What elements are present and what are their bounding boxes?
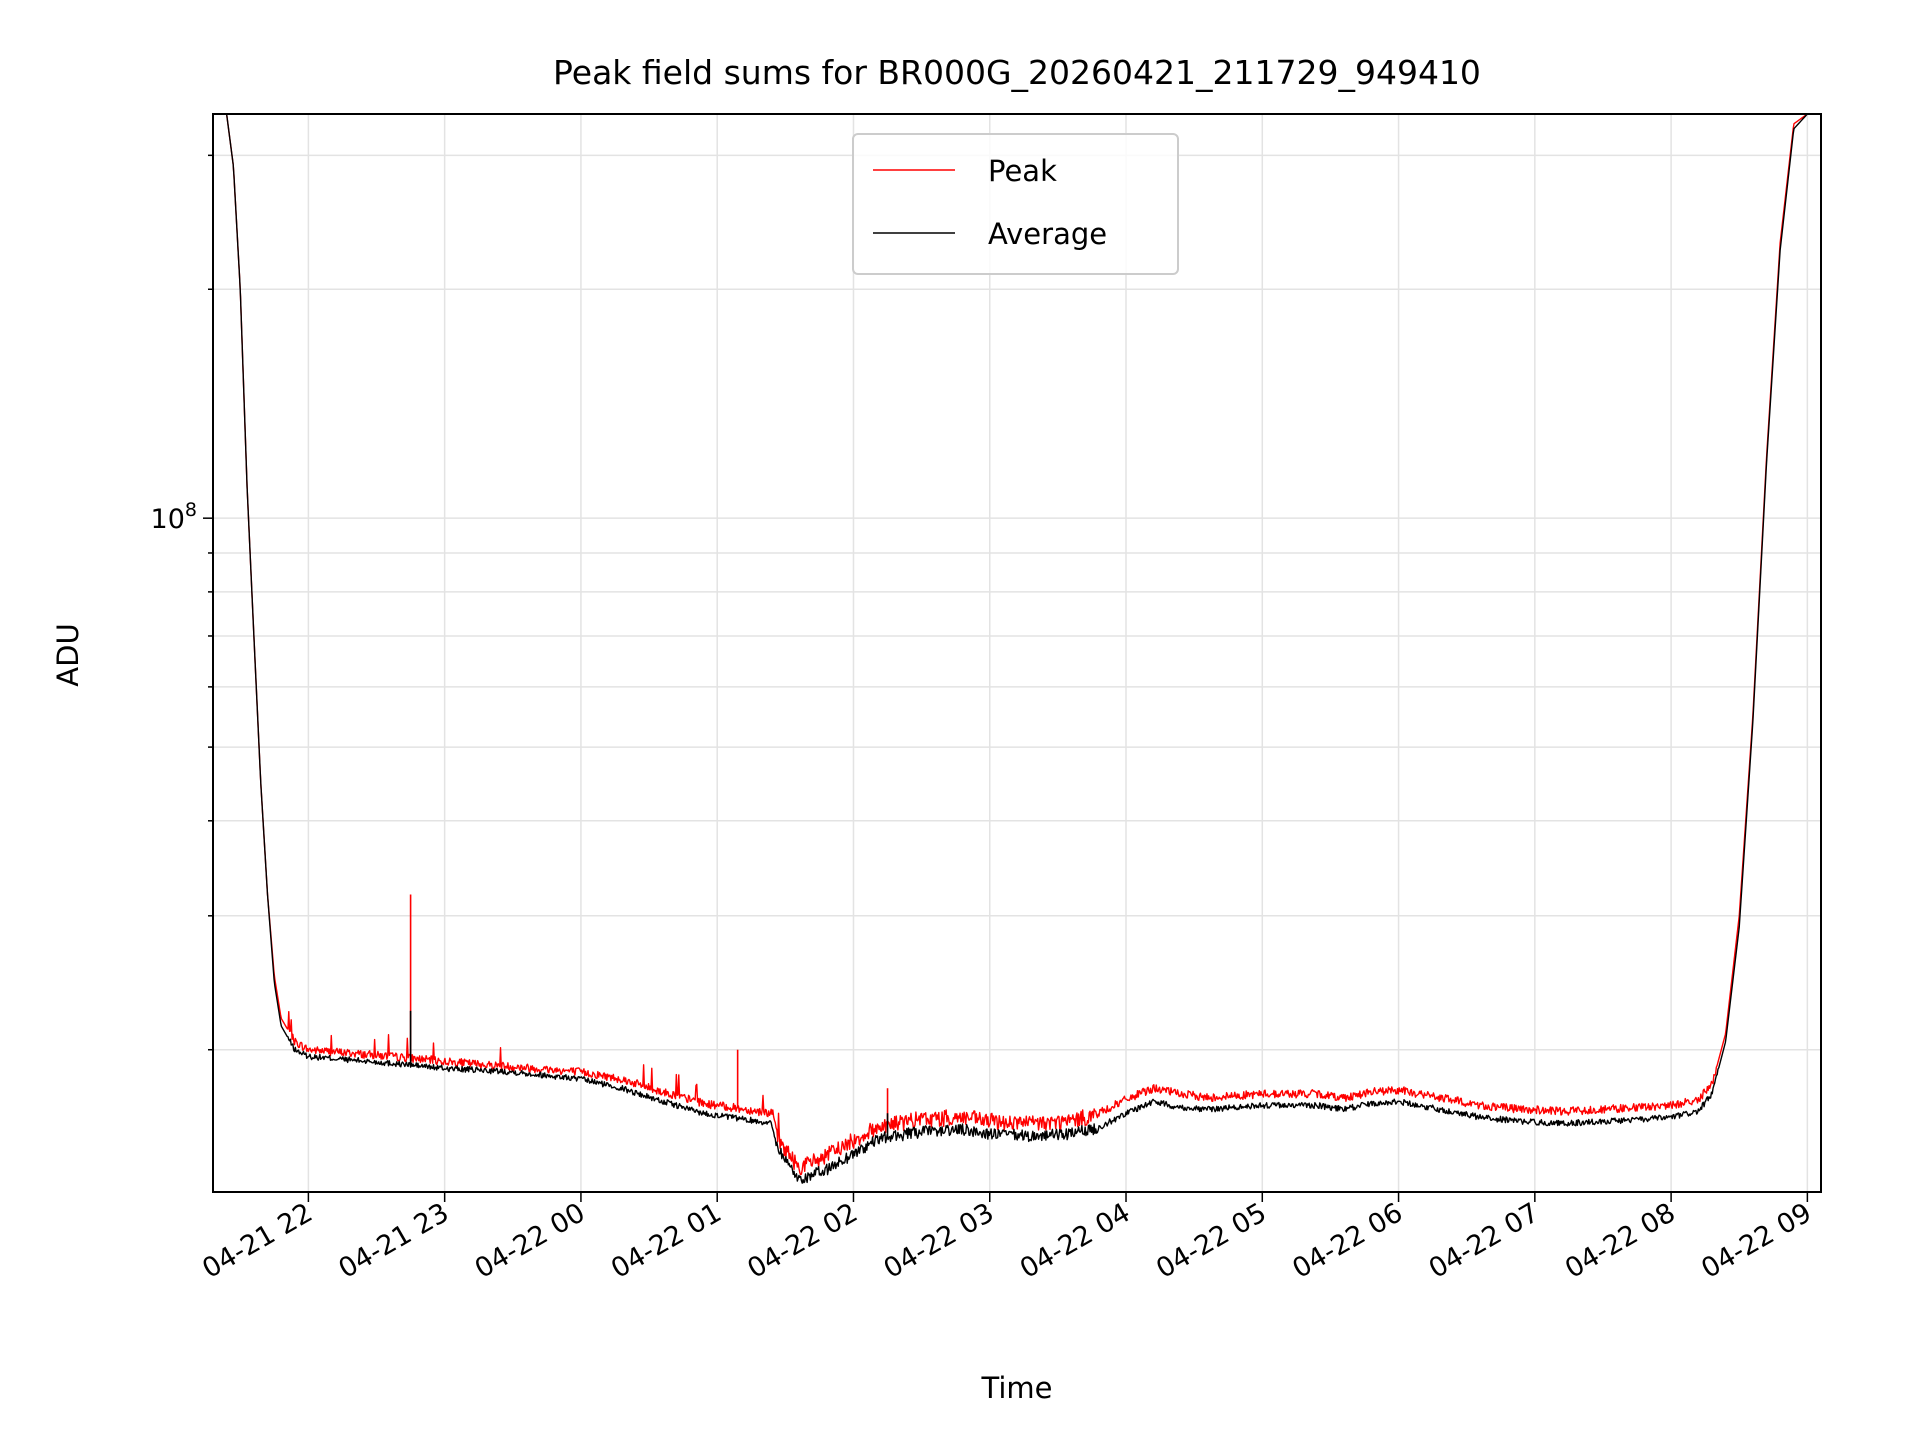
chart-title: Peak field sums for BR000G_20260421_2117… bbox=[553, 53, 1481, 92]
x-tick-label: 04-22 02 bbox=[742, 1197, 863, 1285]
legend-box bbox=[852, 133, 1179, 275]
series-layer bbox=[225, 114, 1808, 1184]
y-axis-label: ADU bbox=[51, 623, 85, 686]
series-line-average bbox=[225, 114, 1808, 1184]
legend-label-peak: Peak bbox=[988, 154, 1057, 188]
x-axis-label: Time bbox=[981, 1371, 1053, 1405]
x-tick-label: 04-22 04 bbox=[1015, 1197, 1136, 1285]
x-tick-label: 04-22 06 bbox=[1287, 1197, 1408, 1285]
grid-lines bbox=[213, 114, 1821, 1192]
x-tick-label: 04-22 07 bbox=[1424, 1197, 1545, 1285]
legend-label-average: Average bbox=[988, 217, 1107, 251]
x-tick-label: 04-22 03 bbox=[879, 1197, 1000, 1285]
x-tick-label: 04-21 23 bbox=[334, 1197, 455, 1285]
x-tick-label: 04-22 08 bbox=[1560, 1197, 1681, 1285]
legend: Peak Average bbox=[852, 133, 1179, 275]
x-tick-label: 04-21 22 bbox=[197, 1197, 318, 1285]
x-tick-label: 04-22 05 bbox=[1151, 1197, 1272, 1285]
x-tick-label: 04-22 00 bbox=[470, 1197, 591, 1285]
y-tick-label: 108 bbox=[151, 499, 197, 535]
series-line-peak bbox=[225, 114, 1808, 1176]
x-tick-label: 04-22 09 bbox=[1696, 1197, 1817, 1285]
plot-frame bbox=[212, 113, 1822, 1193]
axis-ticks: 04-21 22 04-21 23 04-22 00 04-22 01 04-22 02… bbox=[151, 154, 1817, 1285]
x-tick-label: 04-22 01 bbox=[606, 1197, 727, 1285]
